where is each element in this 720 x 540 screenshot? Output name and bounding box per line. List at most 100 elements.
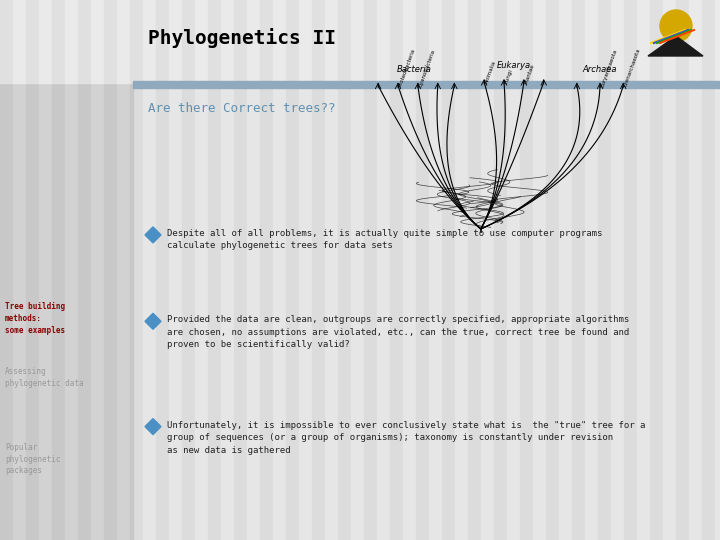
Bar <box>429 0 442 540</box>
Text: Archaea: Archaea <box>582 65 617 74</box>
Bar <box>429 0 442 83</box>
Text: Crenarchaeota: Crenarchaeota <box>624 48 642 87</box>
Polygon shape <box>145 227 161 243</box>
Bar <box>377 0 390 540</box>
Bar <box>13 0 26 540</box>
Bar <box>78 0 91 540</box>
Bar <box>52 0 65 540</box>
Bar <box>624 0 637 540</box>
Text: Proteobacteria: Proteobacteria <box>398 48 416 87</box>
Bar <box>468 0 481 83</box>
Bar <box>312 0 325 83</box>
Bar <box>130 0 143 83</box>
Bar <box>390 0 403 83</box>
Text: Unfortunately, it is impossible to ever conclusively state what is  the "true" t: Unfortunately, it is impossible to ever … <box>167 421 645 455</box>
Bar <box>104 0 117 540</box>
Bar <box>156 0 169 83</box>
Bar <box>611 0 624 83</box>
Bar <box>403 0 416 540</box>
Bar <box>663 0 676 540</box>
Bar <box>559 0 572 540</box>
Bar <box>299 0 312 83</box>
Bar <box>273 0 286 83</box>
Bar <box>65 0 78 540</box>
Bar <box>221 0 234 83</box>
Bar <box>351 0 364 540</box>
Bar <box>260 0 273 540</box>
Bar <box>351 0 364 83</box>
Bar <box>78 0 91 540</box>
Bar <box>364 0 377 540</box>
Bar <box>533 0 546 83</box>
Bar <box>559 0 572 83</box>
Bar <box>130 0 143 540</box>
Bar <box>338 65 670 238</box>
Bar <box>416 0 429 83</box>
Bar <box>0 0 13 540</box>
Bar <box>39 0 52 83</box>
Bar <box>520 0 533 83</box>
Bar <box>169 0 182 540</box>
Bar <box>442 0 455 540</box>
Bar <box>494 0 507 540</box>
Bar <box>650 0 663 540</box>
Bar <box>117 0 130 83</box>
Bar <box>117 0 130 540</box>
Bar <box>507 0 520 540</box>
Bar <box>104 0 117 540</box>
Bar <box>624 0 637 83</box>
Text: Despite all of all problems, it is actually quite simple to use computer program: Despite all of all problems, it is actua… <box>167 229 603 251</box>
Bar <box>234 0 247 83</box>
Bar <box>247 0 260 540</box>
Text: Cyanobacteria: Cyanobacteria <box>418 48 436 87</box>
Bar <box>0 0 13 540</box>
Bar <box>52 0 65 540</box>
Bar <box>260 0 273 83</box>
Bar <box>338 0 351 540</box>
Bar <box>78 0 91 83</box>
Bar <box>65 0 78 83</box>
Bar <box>637 0 650 83</box>
Bar <box>39 0 52 540</box>
Polygon shape <box>145 418 161 435</box>
Bar <box>468 0 481 540</box>
Bar <box>663 0 676 83</box>
Bar <box>689 0 702 540</box>
Bar <box>208 0 221 83</box>
Bar <box>286 0 299 83</box>
Bar <box>325 0 338 83</box>
Text: Assessing
phylogenetic data: Assessing phylogenetic data <box>5 367 84 388</box>
Bar <box>481 0 494 83</box>
Bar <box>286 0 299 540</box>
Bar <box>247 0 260 83</box>
Bar <box>585 0 598 540</box>
Bar <box>91 0 104 540</box>
Bar <box>0 0 13 83</box>
Bar <box>715 0 720 83</box>
Bar <box>130 0 133 540</box>
Bar <box>133 81 720 88</box>
Bar <box>572 0 585 540</box>
Bar <box>364 0 377 83</box>
Text: Tree building
methods:
some examples: Tree building methods: some examples <box>5 302 65 335</box>
Text: Popular
phylogenetic
packages: Popular phylogenetic packages <box>5 443 60 475</box>
Bar <box>689 0 702 83</box>
Bar <box>481 0 494 540</box>
Text: Animalia: Animalia <box>484 59 497 84</box>
Bar <box>650 0 663 83</box>
Bar <box>585 0 598 83</box>
Bar <box>546 0 559 540</box>
Bar <box>143 0 156 540</box>
Bar <box>598 0 611 540</box>
Bar <box>169 0 182 83</box>
Bar <box>611 0 624 540</box>
Bar <box>143 0 156 83</box>
Bar <box>195 0 208 83</box>
Bar <box>91 0 104 540</box>
Bar <box>26 0 39 540</box>
Text: Provided the data are clean, outgroups are correctly specified, appropriate algo: Provided the data are clean, outgroups a… <box>167 315 629 349</box>
Bar <box>507 0 520 83</box>
Text: Bacteria: Bacteria <box>397 65 432 74</box>
Bar <box>455 0 468 540</box>
Polygon shape <box>145 313 161 329</box>
